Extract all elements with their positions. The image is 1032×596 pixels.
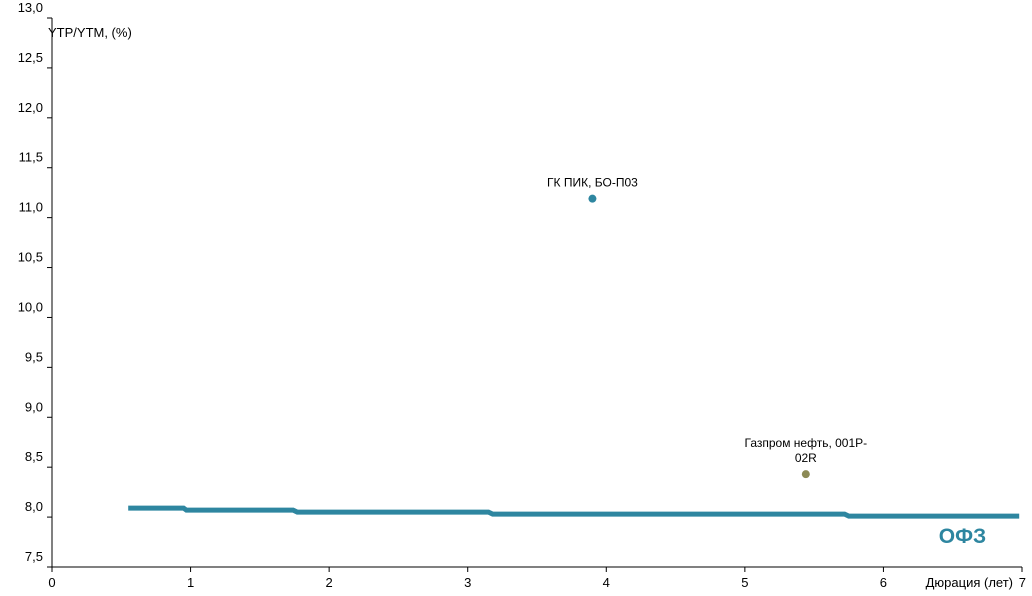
scatter-point — [588, 194, 597, 203]
y-tick-label: 10,5 — [18, 250, 43, 265]
y-tick-label: 8,5 — [25, 449, 43, 464]
y-tick-label: 11,0 — [19, 200, 43, 215]
y-tick-label: 11,5 — [19, 150, 43, 165]
y-tick-label: 9,5 — [25, 349, 43, 364]
y-axis-label: YTP/YTM, (%) — [48, 25, 132, 40]
x-axis-label: Дюрация (лет) — [926, 575, 1013, 590]
scatter-point — [801, 470, 810, 479]
x-tick-label: 3 — [464, 575, 471, 590]
scatter-points: ГК ПИК, БО-П03 Газпром нефть, 001Р-02R — [547, 176, 868, 479]
x-tick-label: 0 — [48, 575, 55, 590]
y-tick-label: 8,0 — [25, 499, 43, 514]
point-annotation: 02R — [795, 451, 817, 465]
ofz-series-label: ОФЗ — [939, 525, 986, 548]
ofz-series-line — [128, 505, 1020, 519]
y-tick-label: 7,5 — [25, 549, 43, 564]
y-tick-label: 10,0 — [18, 299, 43, 314]
x-ticks: 0 1 2 3 4 5 6 7 — [48, 567, 1026, 590]
y-tick-label: 13,0 — [18, 0, 43, 15]
x-tick-label: 5 — [741, 575, 748, 590]
y-tick-label: 12,5 — [18, 50, 43, 65]
y-tick-label: 9,0 — [25, 399, 43, 414]
x-tick-label: 7 — [1019, 575, 1026, 590]
y-ticks: 7,5 8,0 8,5 9,0 9,5 10,0 10,5 11,0 11,5 12,0 12,5 1… — [18, 0, 52, 568]
x-tick-label: 6 — [880, 575, 887, 590]
x-tick-label: 4 — [603, 575, 610, 590]
y-tick-label: 12,0 — [18, 100, 43, 115]
point-annotation: Газпром нефть, 001Р- — [745, 436, 868, 450]
x-tick-label: 2 — [326, 575, 333, 590]
x-tick-label: 1 — [187, 575, 194, 590]
point-annotation: ГК ПИК, БО-П03 — [547, 176, 638, 190]
